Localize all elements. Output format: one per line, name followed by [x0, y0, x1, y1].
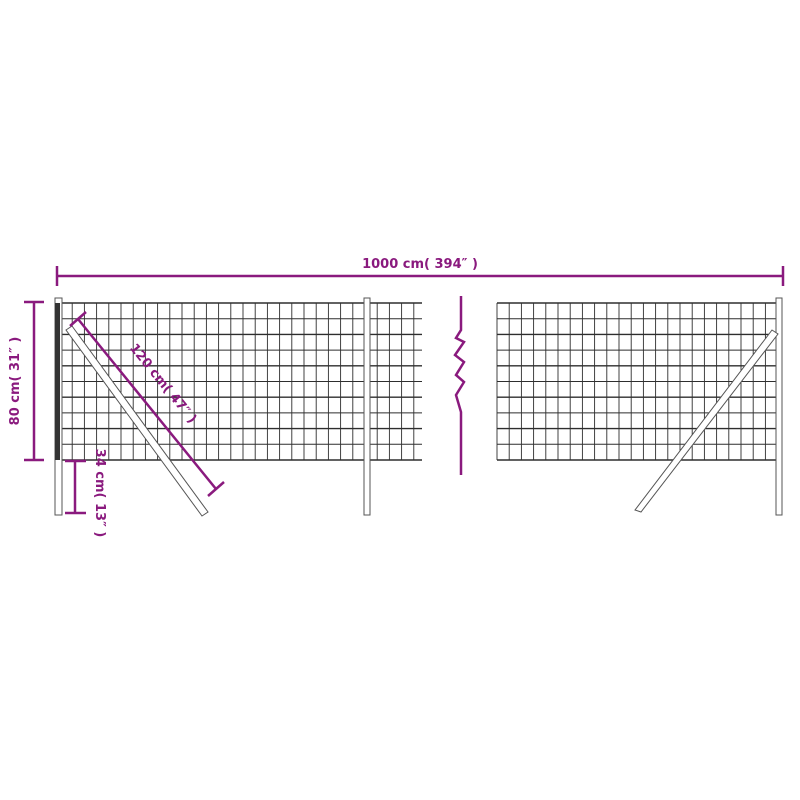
- brace-right: [634, 329, 779, 513]
- brace-dimension-line: [77, 318, 217, 490]
- mesh-panel-left: [59, 302, 422, 461]
- brace-length-label: 120 cm( 47″ ): [126, 341, 199, 426]
- brace-tick-top: [69, 311, 87, 327]
- ground-depth-label: 34 cm( 13″ ): [92, 449, 107, 538]
- brace-tick-bottom: [207, 481, 225, 497]
- height-label: 80 cm( 31″ ): [8, 337, 23, 426]
- brace-left: [65, 325, 209, 517]
- post-left-band: [55, 303, 60, 460]
- mesh-panel-right: [496, 302, 780, 461]
- post-middle: [363, 297, 371, 516]
- break-line-icon: [453, 296, 466, 475]
- post-right: [775, 297, 783, 516]
- total-length-label: 1000 cm( 394″ ): [362, 257, 478, 272]
